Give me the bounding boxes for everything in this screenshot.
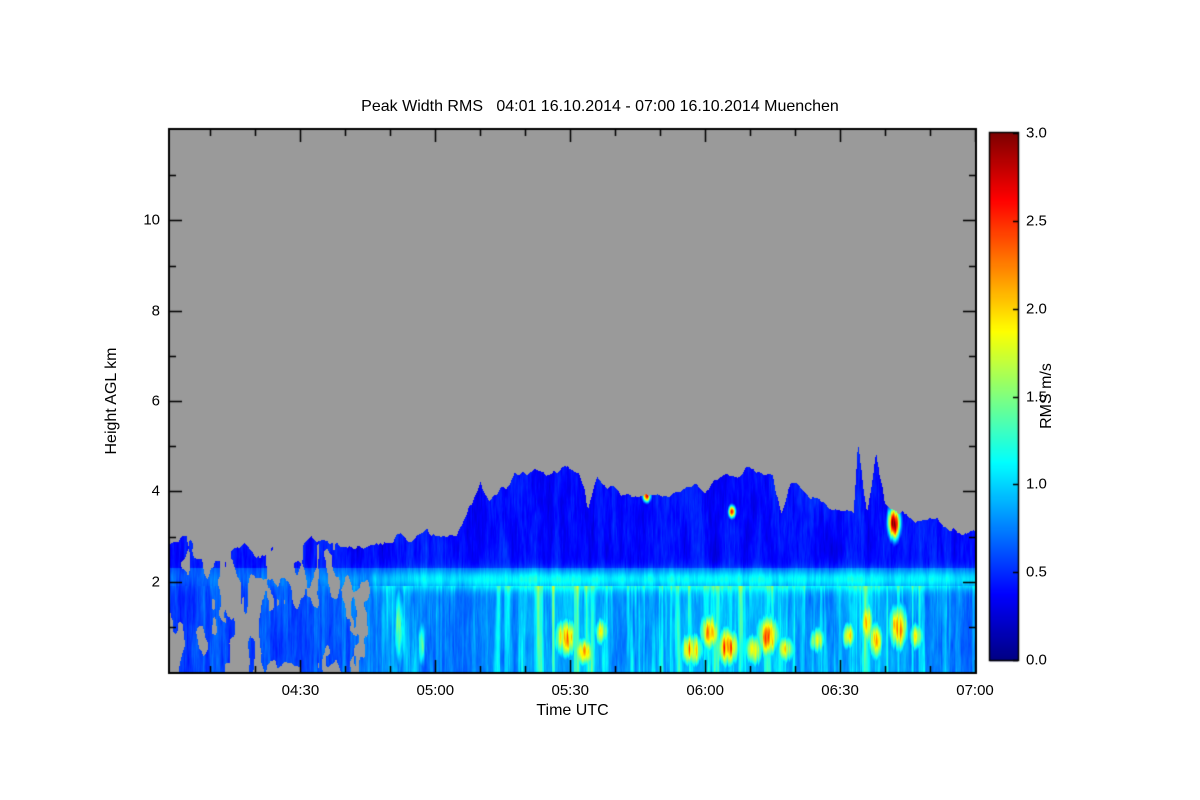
plot-area xyxy=(170,130,975,672)
colorbar-tick-label: 1.5 xyxy=(1026,388,1047,405)
colorbar-tick-label: 1.0 xyxy=(1026,475,1047,493)
colorbar-tick-label: 3.0 xyxy=(1026,124,1047,142)
colorbar-tick-label: 2.5 xyxy=(1026,212,1047,230)
colorbar-tick-label: 0.5 xyxy=(1026,563,1047,581)
x-tick-label: 06:00 xyxy=(686,682,724,699)
x-tick-label: 07:00 xyxy=(956,682,994,699)
colorbar xyxy=(990,133,1018,660)
chart-title: Peak Width RMS 04:01 16.10.2014 - 07:00 … xyxy=(361,98,839,115)
y-tick-label: 4 xyxy=(151,482,160,500)
colorbar-tick-label: 2.0 xyxy=(1026,300,1047,318)
colorbar-tick-label: 0.0 xyxy=(1026,651,1047,669)
x-tick-label: 04:30 xyxy=(281,682,320,699)
y-tick-label: 10 xyxy=(143,211,160,229)
y-tick-label: 2 xyxy=(151,573,160,591)
y-tick-label: 8 xyxy=(151,302,160,320)
x-tick-label: 06:30 xyxy=(821,682,859,699)
x-tick-label: 05:00 xyxy=(416,682,455,699)
x-tick-label: 05:30 xyxy=(551,682,590,699)
x-axis-label: Time UTC xyxy=(536,702,609,719)
y-axis-label: Height AGL km xyxy=(103,347,120,455)
y-tick-label: 6 xyxy=(151,392,160,410)
